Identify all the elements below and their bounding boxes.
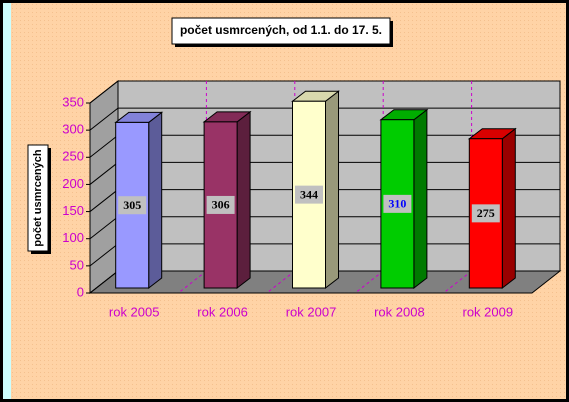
y-tick-label: 250 (62, 149, 84, 164)
value-label-box (295, 185, 323, 204)
grid-line (89, 216, 119, 240)
bar-side (413, 108, 428, 290)
x-tick-label: rok 2009 (463, 304, 514, 319)
value-label: 344 (300, 187, 318, 201)
x-tick-label: rok 2008 (374, 304, 425, 319)
value-label-box (118, 196, 147, 215)
plot: 0 50 100 150 200 250 300 350 305 rok 2005 306 rok 2… (62, 79, 562, 319)
grid-line (89, 107, 119, 131)
bar-side (148, 111, 163, 290)
bar-side (236, 110, 251, 290)
grid-line (89, 134, 119, 158)
y-tick-label: 100 (62, 230, 84, 245)
x-tick-label: rok 2005 (109, 304, 160, 319)
value-label-box (383, 194, 412, 213)
value-label: 305 (123, 198, 141, 212)
value-label-box (206, 195, 235, 214)
value-label: 310 (388, 197, 406, 211)
side-strip (3, 3, 11, 399)
y-tick-label: 200 (62, 176, 84, 191)
bar-side (325, 90, 339, 290)
grid-line (89, 270, 119, 294)
grid-line (89, 162, 119, 185)
title-box (171, 17, 391, 45)
y-tick-label: 150 (62, 203, 84, 218)
side-wall (89, 79, 119, 295)
y-tick-label: 0 (77, 284, 84, 299)
grid-line (89, 189, 119, 212)
y-tick-label: 50 (70, 257, 84, 272)
value-label: 306 (212, 198, 230, 212)
y-tick-label: 300 (62, 122, 84, 137)
y-axis-label: počet usmrcených (32, 149, 44, 246)
x-tick-label: rok 2006 (197, 304, 248, 319)
chart-title: počet usmrcených, od 1.1. do 17. 5. (180, 23, 382, 37)
value-label-box (471, 204, 500, 223)
x-tick-label: rok 2007 (286, 304, 337, 319)
y-label-box (27, 144, 49, 252)
grid-line (89, 243, 119, 267)
y-tick-label: 350 (62, 94, 84, 109)
value-label: 275 (477, 206, 495, 220)
bar-side (501, 127, 516, 290)
grid-line (89, 80, 119, 104)
